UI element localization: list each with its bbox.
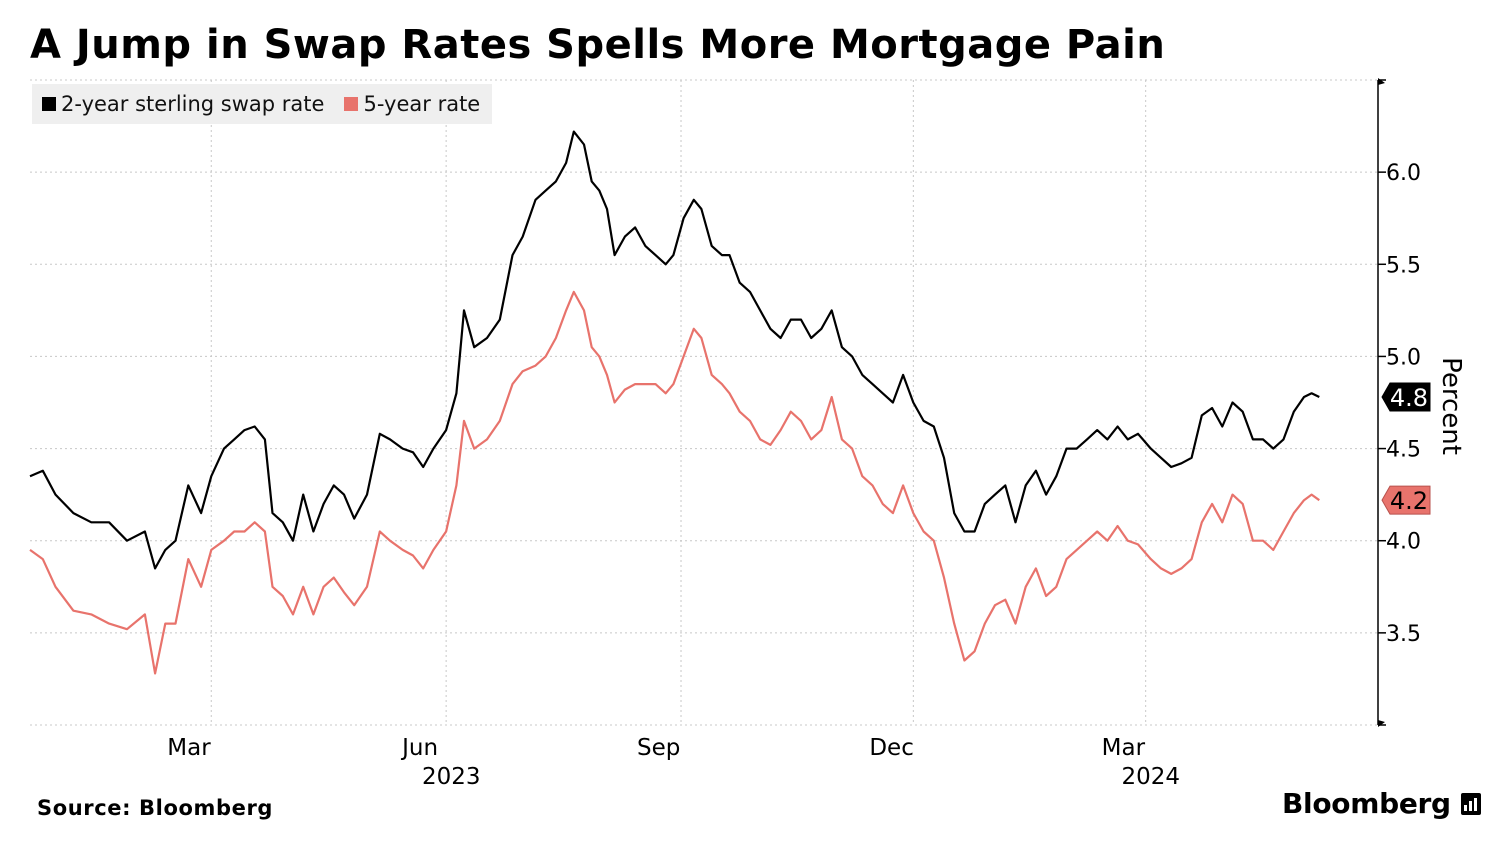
x-tick-label: Mar bbox=[167, 735, 211, 761]
x-tick-label: Mar bbox=[1102, 735, 1146, 761]
y-axis-arrow-top bbox=[1378, 78, 1385, 85]
y-axis-arrow-bottom bbox=[1378, 720, 1385, 727]
chart-axes bbox=[1377, 78, 1386, 727]
legend-label-5-year-rate: 5-year rate bbox=[363, 92, 481, 116]
legend-swatch-black bbox=[42, 97, 56, 111]
legend-swatch-red bbox=[344, 97, 359, 111]
series-line-5-year bbox=[29, 290, 1320, 675]
last-value-label: 4.2 bbox=[1390, 487, 1428, 515]
y-tick-label: 5.0 bbox=[1386, 345, 1421, 370]
y-tick-label: 5.5 bbox=[1386, 253, 1421, 278]
series-line-2-year bbox=[29, 130, 1320, 570]
chart-legend: 2-year sterling swap rate 5-year rate bbox=[32, 84, 493, 124]
x-tick-label: Jun bbox=[400, 735, 438, 761]
last-value-label: 4.8 bbox=[1390, 384, 1428, 412]
brand-text: Bloomberg bbox=[1282, 787, 1451, 820]
x-year-label: 2024 bbox=[1122, 764, 1181, 790]
legend-item-2-year-swap: 2-year sterling swap rate bbox=[42, 92, 324, 116]
y-axis-title-text: Percent bbox=[1436, 357, 1466, 455]
y-tick-label: 4.5 bbox=[1386, 438, 1421, 463]
last-value-badge bbox=[1381, 382, 1431, 412]
legend-item-5-year-rate: 5-year rate bbox=[344, 92, 480, 116]
y-axis-title: Percent bbox=[1431, 350, 1471, 462]
y-tick-label: 6.0 bbox=[1386, 161, 1421, 186]
x-tick-label: Dec bbox=[869, 735, 914, 761]
chart-title: A Jump in Swap Rates Spells More Mortgag… bbox=[30, 22, 1166, 68]
chart-series bbox=[29, 130, 1320, 675]
legend-label-2-year-swap: 2-year sterling swap rate bbox=[61, 92, 325, 116]
x-year-label: 2023 bbox=[422, 764, 481, 790]
terminal-icon bbox=[1460, 792, 1481, 815]
y-tick-label: 4.0 bbox=[1386, 530, 1421, 555]
bloomberg-logo: Bloomberg bbox=[1282, 787, 1481, 820]
x-tick-label: Sep bbox=[637, 735, 680, 761]
source-note: Source: Bloomberg bbox=[37, 796, 274, 820]
chart-grid bbox=[30, 79, 1378, 726]
last-value-badge bbox=[1381, 485, 1431, 515]
y-tick-label: 3.5 bbox=[1386, 622, 1421, 647]
chart-labels: 3.5 4.0 4.5 5.0 5.5 6.0 Mar Jun Sep Dec Mar 2023 202… bbox=[167, 161, 1431, 790]
